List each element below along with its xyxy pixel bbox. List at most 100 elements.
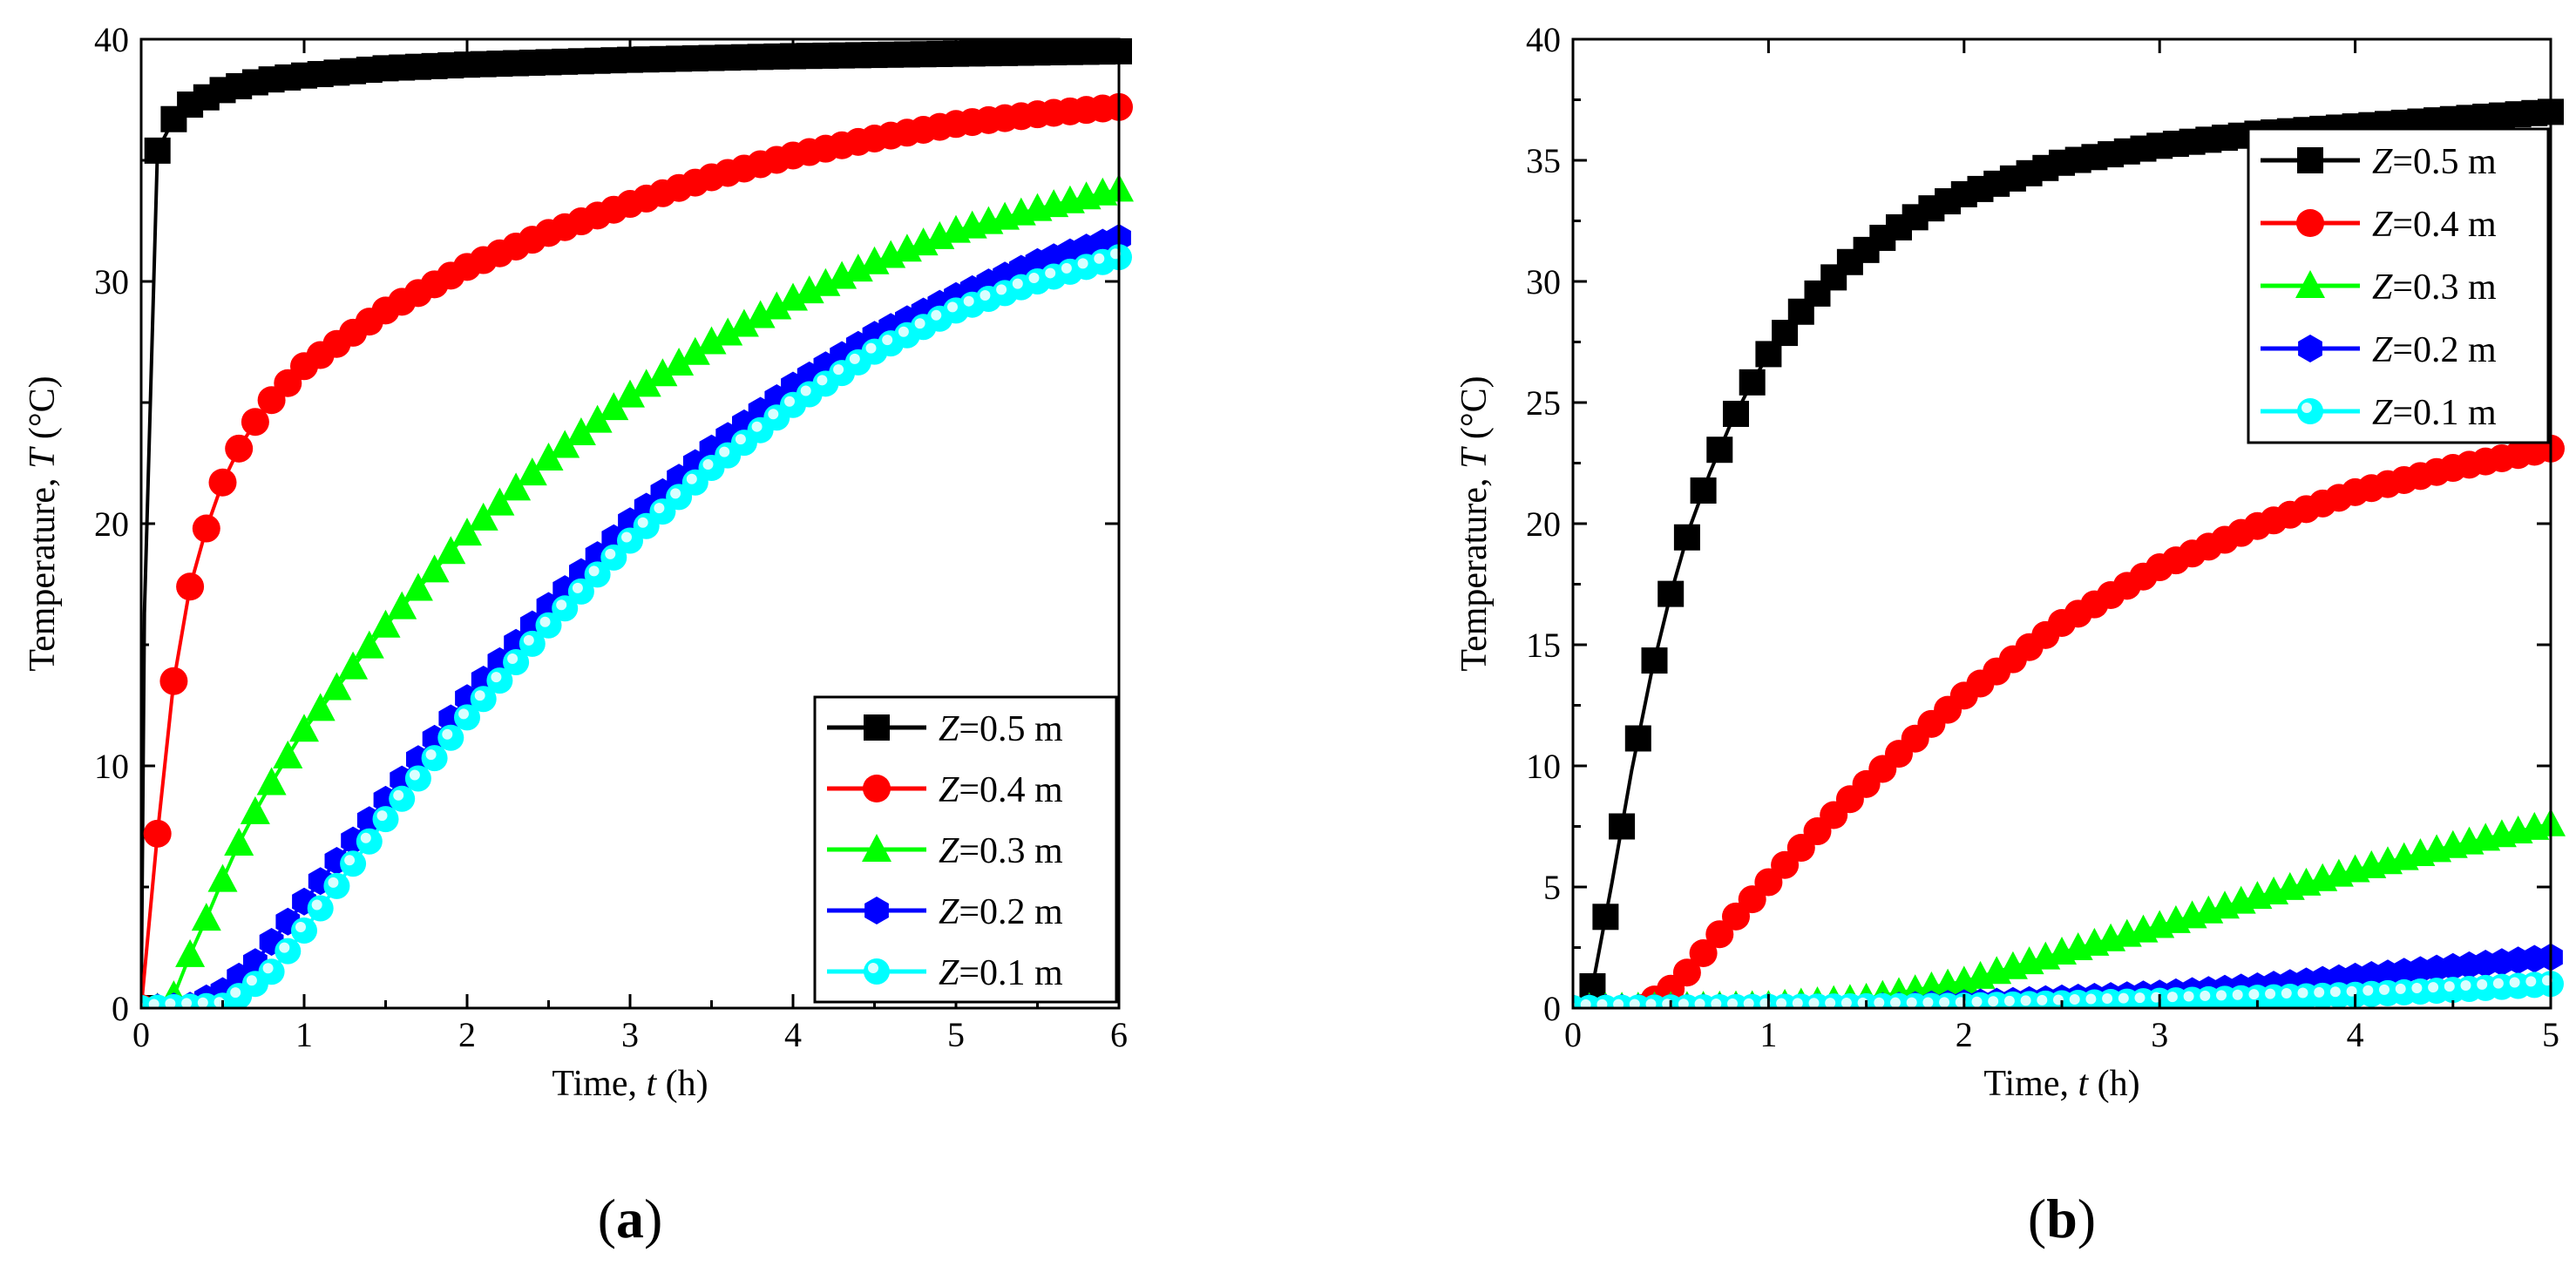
data-point-4-highlight: [2166, 992, 2178, 1003]
x-tick-label: 1: [295, 1015, 313, 1054]
data-point-4-highlight: [2509, 977, 2520, 988]
data-point-4-highlight: [1077, 258, 1088, 269]
data-point-2: [468, 502, 498, 531]
data-point-4-highlight: [148, 999, 159, 1008]
data-point-2: [810, 267, 841, 296]
x-tick-label: 3: [621, 1015, 639, 1054]
data-point-4-highlight: [605, 548, 616, 559]
data-point-4-highlight: [1711, 998, 1722, 1008]
data-point-4-highlight: [898, 326, 909, 337]
data-point-4-highlight: [1906, 997, 1917, 1008]
legend-entry: Z=0.1 m: [827, 953, 1063, 993]
data-point-2: [696, 326, 727, 355]
data-point-4-highlight: [425, 749, 437, 761]
data-point-2: [827, 261, 858, 289]
data-point-4-highlight: [1629, 999, 1640, 1008]
y-tick-label: 30: [1526, 262, 1561, 301]
data-point-1: [241, 408, 269, 437]
data-point-4-highlight: [670, 488, 681, 499]
legend-entry: Z=0.4 m: [2261, 205, 2497, 245]
data-point-4-highlight: [393, 789, 404, 801]
data-point-4-highlight: [2183, 991, 2194, 1002]
x-tick-label: 2: [458, 1015, 476, 1054]
legend-entry: Z=0.5 m: [2261, 142, 2497, 182]
legend-label: Z=0.4 m: [939, 770, 1063, 810]
data-point-2: [501, 472, 532, 501]
data-point-4-highlight: [1890, 997, 1901, 1008]
data-point-4-highlight: [1694, 999, 1705, 1008]
data-point-2: [778, 282, 808, 311]
data-point-2: [843, 254, 873, 282]
legend-marker-highlight: [868, 963, 878, 973]
data-point-4-highlight: [2329, 986, 2341, 998]
data-point-4-highlight: [800, 385, 811, 396]
data-point-2: [403, 572, 433, 601]
y-tick-label: 0: [112, 989, 129, 1028]
data-point-4-highlight: [2314, 986, 2325, 998]
data-point-2: [745, 300, 776, 328]
data-point-4-highlight: [295, 922, 306, 933]
data-point-0: [1657, 580, 1685, 607]
data-point-2: [207, 863, 238, 892]
legend-label: Z=0.4 m: [2372, 205, 2497, 245]
legend-entry: Z=0.3 m: [2261, 267, 2497, 308]
data-point-0: [1609, 813, 1636, 840]
data-point-4-highlight: [556, 599, 567, 611]
data-point-4-highlight: [784, 396, 795, 407]
data-point-4-highlight: [344, 855, 356, 866]
y-axis-label: Temperature, T (°C): [23, 376, 63, 671]
x-tick-label: 5: [2542, 1015, 2559, 1054]
data-point-2: [273, 740, 303, 768]
data-point-4-highlight: [2346, 985, 2357, 997]
data-point-4-highlight: [1743, 998, 1754, 1008]
data-point-4-highlight: [817, 375, 828, 386]
x-tick-label: 0: [132, 1015, 150, 1054]
data-point-0: [1624, 725, 1651, 752]
data-point-2: [240, 795, 270, 824]
data-point-4-highlight: [1808, 998, 1820, 1008]
data-point-4-highlight: [572, 582, 583, 593]
data-point-1: [208, 468, 237, 497]
data-point-4-highlight: [539, 616, 551, 627]
data-point-4-highlight: [2492, 978, 2504, 989]
data-point-0: [1739, 369, 1766, 396]
data-point-1: [143, 819, 172, 848]
data-point-0: [1673, 524, 1700, 551]
data-point-2: [419, 554, 450, 583]
x-tick-label: 1: [1759, 1015, 1777, 1054]
data-point-0: [1723, 400, 1749, 427]
data-point-4-highlight: [1971, 996, 1983, 1007]
legend-label: Z=0.3 m: [939, 831, 1063, 871]
data-point-4-highlight: [2379, 984, 2390, 995]
data-point-1: [1672, 958, 1701, 987]
data-point-2: [599, 392, 629, 421]
data-point-4-highlight: [1028, 273, 1040, 283]
data-point-4-highlight: [1922, 997, 1934, 1008]
data-point-2: [631, 369, 661, 397]
data-point-4-highlight: [262, 963, 274, 974]
data-point-4-highlight: [2265, 988, 2276, 999]
legend-marker: [863, 775, 891, 802]
data-point-4-highlight: [1988, 996, 1999, 1007]
data-point-4-highlight: [702, 459, 714, 471]
data-point-4-highlight: [1012, 278, 1023, 289]
data-point-4-highlight: [2477, 978, 2488, 990]
x-axis-label: Time, t (h): [552, 1064, 708, 1104]
y-tick-label: 0: [1543, 989, 1561, 1028]
data-point-2: [762, 291, 792, 320]
data-point-2: [338, 651, 369, 680]
data-point-2: [224, 827, 254, 856]
data-point-2: [533, 442, 564, 471]
data-point-4-highlight: [1825, 998, 1836, 1008]
y-tick-label: 25: [1526, 383, 1561, 423]
legend-marker: [2298, 335, 2322, 362]
data-point-4-highlight: [947, 301, 958, 313]
data-point-1: [176, 572, 205, 601]
x-tick-label: 2: [1956, 1015, 1973, 1054]
data-point-4-highlight: [1874, 997, 1885, 1008]
data-point-4-highlight: [637, 517, 648, 528]
data-point-4-highlight: [442, 728, 453, 740]
legend-marker: [864, 714, 890, 741]
plot-area: [1573, 98, 2566, 1008]
legend: Z=0.5 m Z=0.4 m Z=0.3 m Z=0.2 m Z=0.1 m: [813, 695, 1118, 1004]
